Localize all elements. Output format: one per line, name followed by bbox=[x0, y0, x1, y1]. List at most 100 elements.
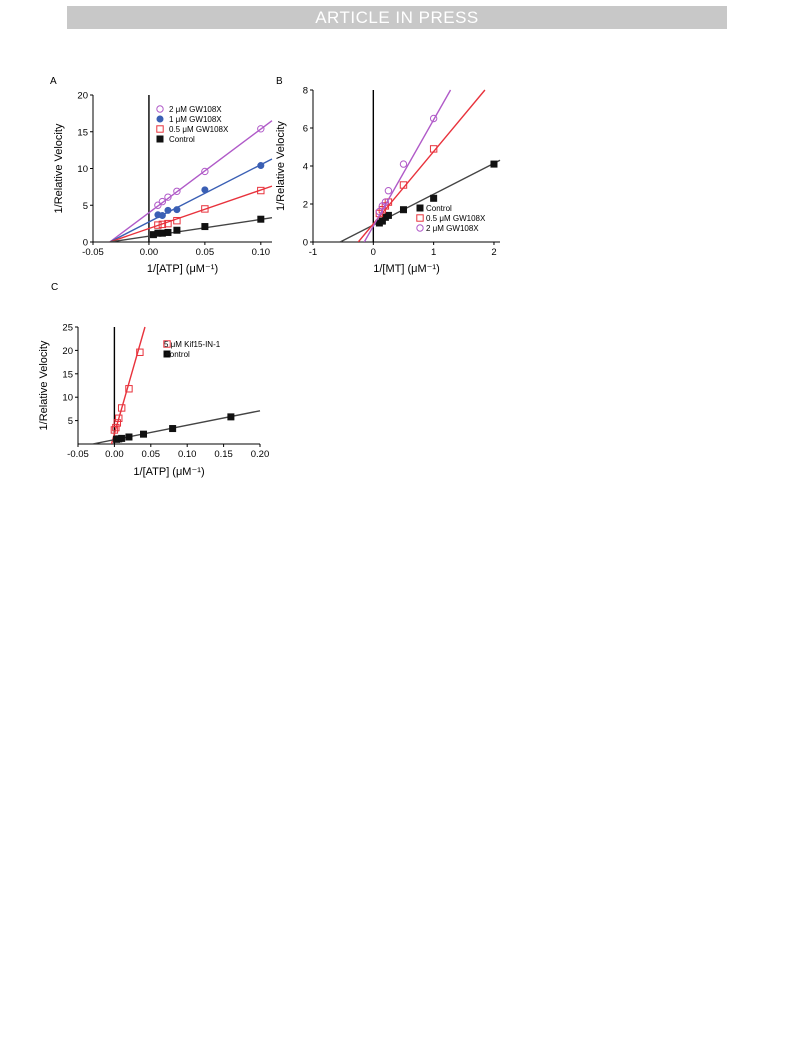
panel-c-series-0-point bbox=[115, 414, 123, 422]
panel-c-series-0-point bbox=[117, 404, 126, 412]
panel-a-legend-marker bbox=[156, 135, 164, 143]
panel-b-x-tick-label: 0 bbox=[371, 247, 376, 258]
panel-b-series-0-point bbox=[399, 206, 407, 214]
panel-a-series-3-point bbox=[164, 228, 172, 236]
panel-a-y-tick-label: 0 bbox=[83, 238, 88, 249]
panel-a-series-2-point bbox=[164, 219, 172, 228]
panel-a-x-axis-title: 1/[ATP] (μM⁻¹) bbox=[147, 263, 218, 275]
panel-c-chart: C -0.05 0.00 0.05 0.10 0.15 0.20 5 10 15 20 25 1/[AT… bbox=[38, 282, 269, 478]
panel-a-series-2-point bbox=[154, 221, 162, 229]
panel-b-y-axis-title: 1/Relative Velocity bbox=[275, 121, 287, 211]
panel-c-series-0-point bbox=[112, 423, 120, 432]
panel-c-x-tick-label: 0.10 bbox=[178, 449, 197, 460]
panel-a-series-0-point bbox=[164, 193, 172, 201]
panel-b-series-2-point bbox=[384, 187, 393, 195]
panel-b-y-tick-label: 0 bbox=[303, 238, 308, 249]
panel-a-x-tick-label: -0.05 bbox=[82, 247, 104, 258]
panel-c-legend-label: 5 μM Kif15-IN-1 bbox=[164, 340, 221, 349]
panel-c-y-tick-label: 15 bbox=[62, 369, 73, 380]
panel-a-series-2-point bbox=[158, 220, 167, 229]
panel-b-series-2-point bbox=[381, 198, 390, 206]
panel-a-legend-label: Control bbox=[169, 135, 195, 144]
panel-b-series-2-point bbox=[375, 207, 384, 216]
panel-a-legend-marker bbox=[156, 125, 164, 133]
panel-a-series-0-fit-line bbox=[109, 120, 273, 242]
panel-b-legend-label: Control bbox=[426, 204, 452, 213]
panel-b-series-0-fit-line bbox=[339, 159, 501, 242]
panel-b-legend-marker bbox=[416, 204, 424, 212]
panel-c-letter: C bbox=[51, 282, 58, 293]
panel-a-legend-label: 2 μM GW108X bbox=[169, 105, 222, 114]
panel-a-series-0-point bbox=[158, 197, 167, 206]
panel-b-y-tick-label: 6 bbox=[303, 124, 308, 135]
panel-c-series-1-point bbox=[140, 430, 148, 438]
panel-a-legend-marker bbox=[156, 105, 164, 113]
panel-a-series-0-point bbox=[257, 125, 265, 133]
panel-c-x-tick-label: 0.00 bbox=[105, 449, 124, 460]
panel-b-series-0-point bbox=[430, 194, 438, 202]
panel-a-y-tick-label: 20 bbox=[77, 91, 88, 102]
panel-b-x-tick-label: -1 bbox=[309, 247, 317, 258]
panel-a-legend-label: 0.5 μM GW108X bbox=[169, 125, 229, 134]
panel-c-x-axis-title: 1/[ATP] (μM⁻¹) bbox=[133, 466, 204, 478]
panel-a-series-2-fit-line bbox=[109, 185, 273, 242]
panel-b-series-0-point bbox=[490, 160, 498, 168]
panel-b-series-2-fit-line bbox=[363, 89, 452, 242]
panel-b-series-0-point bbox=[384, 211, 392, 219]
panel-b-y-tick-label: 8 bbox=[303, 86, 308, 97]
panel-c-legend-label: Control bbox=[164, 350, 190, 359]
panel-c-y-tick-label: 5 bbox=[68, 416, 73, 427]
panel-c-series-0-point bbox=[125, 385, 133, 393]
panel-b-legend-marker bbox=[416, 224, 424, 232]
panel-a-series-3-point bbox=[201, 223, 209, 231]
panel-a-series-0-point bbox=[173, 187, 181, 195]
panel-b-series-2-point bbox=[399, 160, 408, 168]
banner-text: ARTICLE IN PRESS bbox=[315, 7, 479, 27]
panel-b-x-tick-label: 2 bbox=[491, 247, 496, 258]
panel-c-legend-marker bbox=[163, 350, 171, 358]
panel-c-series-0-point bbox=[113, 419, 122, 427]
panel-c-y-tick-label: 25 bbox=[62, 323, 73, 334]
panel-a-series-2-point bbox=[201, 205, 209, 213]
panel-a-chart: A -0.05 0.00 0.05 0.10 0 5 10 15 20 1/[ATP] (μM⁻¹)… bbox=[50, 76, 273, 275]
panel-a-series-3-fit-line bbox=[109, 217, 273, 242]
panel-a-x-tick-label: 0.00 bbox=[140, 247, 159, 258]
panel-c-x-tick-label: 0.15 bbox=[214, 449, 233, 460]
panel-a-series-0-point bbox=[201, 167, 209, 176]
panel-a-series-0-point bbox=[154, 201, 162, 209]
panel-b-y-tick-label: 2 bbox=[303, 200, 308, 211]
panel-b-series-1-point bbox=[399, 181, 408, 189]
panel-c-series-1-point bbox=[125, 433, 133, 441]
panel-b-legend-label: 0.5 μM GW108X bbox=[426, 214, 486, 223]
panel-a-series-2-point bbox=[173, 216, 181, 225]
panel-a-y-tick-label: 10 bbox=[77, 164, 88, 175]
panel-a-series-2-point bbox=[257, 186, 265, 195]
panel-b-series-2-point bbox=[429, 114, 438, 123]
panel-c-series-0-point bbox=[136, 348, 144, 356]
panel-c-y-axis-title: 1/Relative Velocity bbox=[38, 340, 50, 430]
panel-a-series-1-point bbox=[164, 206, 172, 214]
panel-a-x-tick-label: 0.05 bbox=[196, 247, 215, 258]
panel-a-legend-label: 1 μM GW108X bbox=[169, 115, 222, 124]
panel-a-y-tick-label: 15 bbox=[77, 127, 88, 138]
panel-c-y-tick-label: 10 bbox=[62, 393, 73, 404]
panel-b-series-1-point bbox=[429, 145, 438, 153]
panel-c-legend-marker bbox=[163, 340, 171, 348]
panel-b-letter: B bbox=[276, 76, 283, 87]
panel-a-x-tick-label: 0.10 bbox=[252, 247, 271, 258]
panel-c-series-1-point bbox=[118, 434, 126, 442]
panel-c-x-tick-label: -0.05 bbox=[67, 449, 89, 460]
panel-c-x-tick-label: 0.05 bbox=[142, 449, 161, 460]
panel-a-y-tick-label: 5 bbox=[83, 201, 88, 212]
panel-c-series-1-point bbox=[227, 413, 235, 421]
panel-a-series-3-point bbox=[173, 226, 181, 234]
panel-b-x-tick-label: 1 bbox=[431, 247, 436, 258]
panel-a-series-3-point bbox=[257, 215, 265, 223]
panel-a-letter: A bbox=[50, 76, 57, 87]
panel-a-series-1-point bbox=[257, 162, 265, 170]
panel-a-legend-marker bbox=[156, 115, 164, 123]
panel-c-series-0-point bbox=[110, 426, 119, 434]
panel-a-series-1-point bbox=[201, 186, 209, 194]
